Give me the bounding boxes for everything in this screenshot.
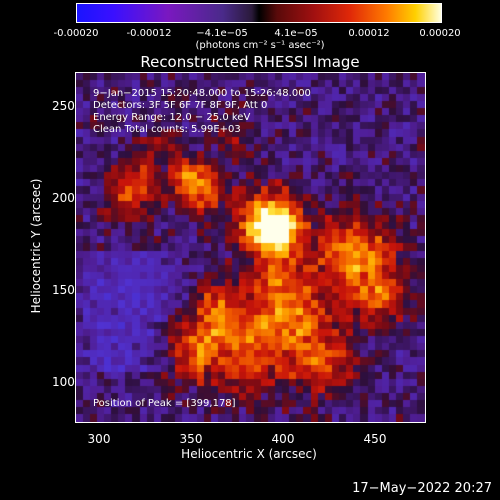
x-tick-label: 400 (271, 432, 295, 446)
x-axis-label: Heliocentric X (arcsec) (181, 447, 317, 461)
timestamp: 17−May−2022 20:27 (352, 481, 492, 496)
image-plot (75, 72, 426, 423)
y-axis-label: Heliocentric Y (arcsec) (29, 178, 43, 314)
x-tick-label: 350 (179, 432, 203, 446)
colorbar (76, 3, 442, 23)
time-range-text: 9−Jan−2015 15:20:48.000 to 15:26:48.000 (93, 88, 311, 99)
detectors-text: Detectors: 3F 5F 6F 7F 8F 9F, Att 0 (93, 100, 268, 111)
colorbar-tick: 0.00020 (419, 28, 461, 39)
x-tick-label: 450 (363, 432, 387, 446)
x-tick-label: 300 (87, 432, 111, 446)
colorbar-unit: (photons cm⁻² s⁻¹ asec⁻²) (195, 40, 325, 51)
colorbar-tick: -0.00012 (126, 28, 172, 39)
y-tick-label: 100 (52, 375, 75, 389)
colorbar-tick: -0.00020 (53, 28, 99, 39)
clean-counts-text: Clean Total counts: 5.99E+03 (93, 124, 241, 135)
y-tick-label: 250 (52, 99, 75, 113)
colorbar-tick: 4.1e−05 (274, 28, 318, 39)
y-tick-label: 150 (52, 283, 75, 297)
energy-range-text: Energy Range: 12.0 − 25.0 keV (93, 112, 251, 123)
colorbar-tick: −4.1e−05 (196, 28, 248, 39)
peak-position-text: Position of Peak = [399,178] (93, 398, 236, 409)
image-title: Reconstructed RHESSI Image (140, 53, 360, 71)
colorbar-tick: 0.00012 (348, 28, 390, 39)
heatmap-image (76, 73, 425, 422)
y-tick-label: 200 (52, 191, 75, 205)
